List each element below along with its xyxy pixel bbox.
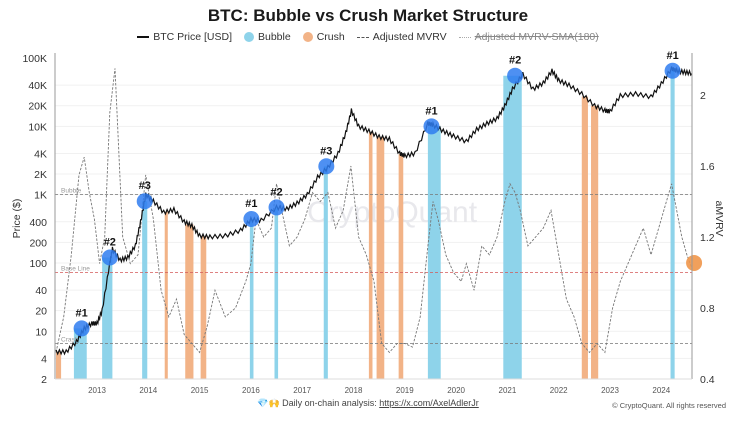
bubble-bar [249,218,254,379]
footer: 💎🙌 Daily on-chain analysis: https://x.co… [0,398,736,409]
y-left-tick-label: 100 [29,258,47,270]
y-left-tick-label: 20K [28,101,47,113]
peak-marker-label: #2 [104,237,116,249]
watermark: CryptoQuant [307,196,478,229]
bubble-bar [274,207,279,379]
peak-marker-label: #1 [75,307,87,319]
x-tick-label: 2015 [191,386,209,395]
bubble-peak-marker [243,210,260,227]
y-right-tick-label: 2 [700,90,706,102]
dashed-line-swatch [356,36,369,38]
legend-item-crush[interactable]: Crush [302,31,345,43]
reference-line-label: Crash [61,337,79,344]
x-tick-label: 2017 [293,386,311,395]
y-left-tick-label: 20 [35,306,47,318]
y-left-tick-label: 2K [34,169,47,181]
legend-label: Adjusted MVRV [372,31,447,43]
crush-bar [200,236,207,379]
diamond-hands-icon: 💎🙌 [257,398,280,408]
y-right-tick-label: 0.8 [700,303,715,315]
reference-line-label: Bubble [61,187,82,194]
x-tick-label: 2013 [88,386,106,395]
current-mvrv-marker [686,254,703,271]
chart-title: BTC: Bubble vs Crush Market Structure [207,6,529,25]
legend-label: Adjusted MVRV-SMA(180) [474,31,599,43]
crush-bar [55,351,62,379]
bubble-bar [503,75,522,379]
btc-price-line [55,66,693,356]
bubble-bar [427,126,441,380]
y-left-tick-label: 2 [41,374,47,386]
y-left-tick-label: 200 [29,237,47,249]
legend-label: Bubble [258,31,291,43]
x-tick-label: 2016 [242,386,260,395]
peak-marker-label: #3 [139,180,151,192]
x-tick-label: 2019 [396,386,414,395]
y-left-tick-label: 40K [28,80,47,92]
legend: BTC Price [USD] Bubble Crush Adjusted MV… [0,31,736,43]
crush-bar [376,137,385,379]
peak-marker-label: #1 [245,198,257,210]
reference-line-label: Base Line [61,266,90,273]
crush-bar [164,211,168,379]
y-right-tick-label: 1.2 [700,232,715,244]
peak-marker-label: #1 [666,50,678,62]
crush-bar [185,224,194,379]
y-left-tick-label: 400 [29,217,47,229]
x-tick-label: 2022 [550,386,568,395]
crush-bar [398,154,404,379]
y-left-tick-label: 40 [35,285,47,297]
y-left-tick-label: 1K [34,190,47,202]
x-tick-label: 2021 [499,386,517,395]
y-right-tick-label: 0.4 [700,374,715,386]
y-right-axis-title: aMVRV [713,201,725,237]
legend-label: BTC Price [USD] [153,31,232,43]
bubble-bar [670,70,675,379]
footer-text: Daily on-chain analysis: [282,398,380,408]
legend-item-adjusted-mvrv[interactable]: Adjusted MVRV [356,31,447,43]
y-left-tick-label: 100K [22,53,47,65]
y-right-tick-label: 1.6 [700,161,715,173]
bubble-bar [102,257,113,379]
y-left-tick-label: 4 [41,353,47,365]
legend-item-mvrv-sma[interactable]: Adjusted MVRV-SMA(180) [458,31,599,43]
peak-marker-label: #2 [270,186,282,198]
crush-bar [591,105,599,379]
peak-marker-label: #1 [425,105,437,117]
crush-bar [368,132,373,379]
bubble-peak-marker [101,249,118,266]
bubble-peak-marker [507,67,524,84]
solid-line-swatch [137,36,150,38]
bubble-peak-marker [136,193,153,210]
bubble-peak-marker [268,199,285,216]
x-tick-label: 2014 [139,386,157,395]
dot-swatch [302,32,313,42]
x-tick-label: 2020 [447,386,465,395]
crush-bar [581,96,588,380]
bubble-peak-marker [318,158,335,175]
bubble-peak-marker [73,320,90,337]
y-left-axis-title: Price ($) [11,199,23,239]
dotted-line-swatch [458,36,471,38]
y-left-tick-label: 4K [34,148,47,160]
legend-item-btc-price[interactable]: BTC Price [USD] [137,31,232,43]
footer-link[interactable]: https://x.com/AxelAdlerJr [379,398,479,408]
bubble-bar [142,201,148,379]
peak-marker-label: #2 [509,55,521,67]
y-left-tick-label: 10 [35,326,47,338]
copyright: © CryptoQuant. All rights reserved [612,401,726,410]
legend-item-bubble[interactable]: Bubble [244,31,291,43]
x-tick-label: 2018 [345,386,363,395]
bubble-peak-marker [423,118,440,135]
peak-marker-label: #3 [320,145,332,157]
x-tick-label: 2024 [652,386,670,395]
legend-label: Crush [316,31,345,43]
y-left-tick-label: 10K [28,121,47,133]
x-tick-label: 2023 [601,386,619,395]
bubble-peak-marker [664,62,681,79]
dot-swatch [244,32,254,42]
